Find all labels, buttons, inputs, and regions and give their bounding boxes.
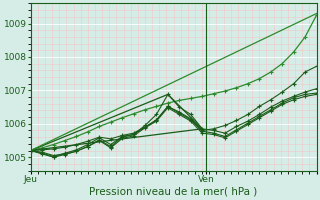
X-axis label: Pression niveau de la mer( hPa ): Pression niveau de la mer( hPa ) xyxy=(90,187,258,197)
